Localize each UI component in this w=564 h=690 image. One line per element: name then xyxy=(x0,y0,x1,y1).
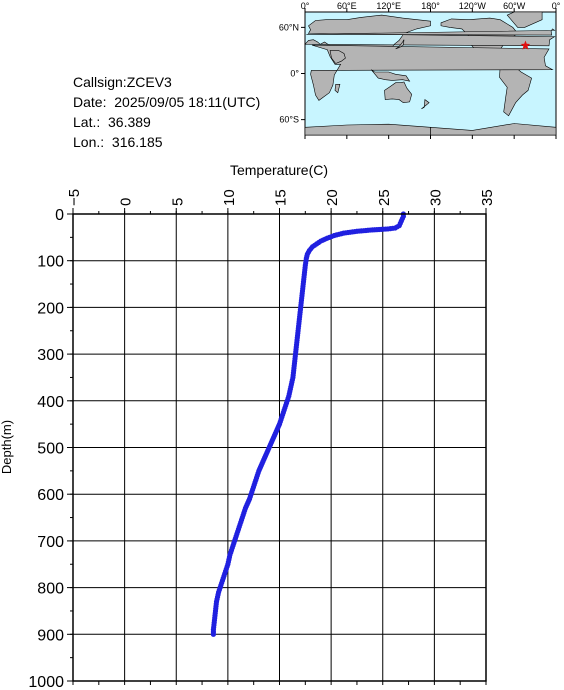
y-tick-label: 0 xyxy=(55,207,64,224)
y-tick-label: 700 xyxy=(37,534,64,551)
landmass xyxy=(421,99,430,110)
y-tick-label: 600 xyxy=(37,487,64,504)
map-landmasses xyxy=(304,11,557,136)
x-tick-label: −5 xyxy=(66,189,83,206)
latitude-label: Lat.: 36.389 xyxy=(73,114,151,130)
map-lon-label: 60°E xyxy=(337,1,357,11)
y-tick-label: 200 xyxy=(37,300,64,317)
map-latitude-labels: 60°N 0° 60°S xyxy=(279,22,305,125)
x-tick-label: 20 xyxy=(324,189,341,206)
callsign-label: Callsign:ZCEV3 xyxy=(73,74,172,90)
plot-frame xyxy=(72,213,487,682)
y-tick-label: 900 xyxy=(37,627,64,644)
y-tick-label: 100 xyxy=(37,254,64,271)
landmass xyxy=(499,64,532,117)
map-lon-label: 120°W xyxy=(459,1,487,11)
landmass xyxy=(310,44,554,101)
x-tick-labels: −5 0 5 10 15 20 25 30 35 xyxy=(66,189,496,206)
x-tick-label: 5 xyxy=(169,198,186,206)
landmass xyxy=(306,28,556,36)
landmass xyxy=(334,84,341,94)
date-label: Date: 2025/09/05 18:11(UTC) xyxy=(73,94,261,110)
x-tick-label: 15 xyxy=(273,189,290,206)
landmass xyxy=(395,39,405,50)
x-tick-label: 0 xyxy=(118,198,135,206)
map-lon-label: 0° xyxy=(301,1,310,11)
map-lat-label: 60°S xyxy=(279,115,299,125)
map-lat-label: 0° xyxy=(290,69,299,79)
map-longitude-labels: 0° 60°E 120°E 180° 120°W 60°W 0° xyxy=(301,1,561,11)
x-axis-title: Temperature(C) xyxy=(230,162,328,178)
y-tick-label: 300 xyxy=(37,347,64,364)
x-tick-label: 10 xyxy=(221,189,238,206)
map-lat-label: 60°N xyxy=(279,22,299,32)
y-tick-label: 1000 xyxy=(28,674,64,690)
y-tick-label: 400 xyxy=(37,394,64,411)
y-tick-label: 800 xyxy=(37,581,64,598)
map-frame-ticks xyxy=(304,8,557,139)
landmass xyxy=(506,11,543,28)
map-lon-label: 60°W xyxy=(503,1,526,11)
map-lon-label: 180° xyxy=(421,1,440,11)
station-info: Callsign:ZCEV3 Date: 2025/09/05 18:11(UT… xyxy=(73,72,260,152)
x-tick-label: 30 xyxy=(427,189,444,206)
station-marker-icon xyxy=(520,40,531,50)
y-tick-labels: 0 100 200 300 400 500 600 700 800 900 1000 xyxy=(28,207,64,690)
map-lon-label: 0° xyxy=(552,1,561,11)
data-points xyxy=(210,211,406,637)
longitude-label: Lon.: 316.185 xyxy=(73,134,163,150)
x-tick-label: 25 xyxy=(376,189,393,206)
x-tick-label: 35 xyxy=(479,189,496,206)
landmass xyxy=(329,50,346,64)
landmass xyxy=(370,69,411,82)
y-axis-title: Depth(m) xyxy=(0,420,14,474)
map-lon-label: 120°E xyxy=(376,1,401,11)
landmass xyxy=(384,81,413,104)
data-point xyxy=(210,631,217,637)
y-tick-label: 500 xyxy=(37,441,64,458)
